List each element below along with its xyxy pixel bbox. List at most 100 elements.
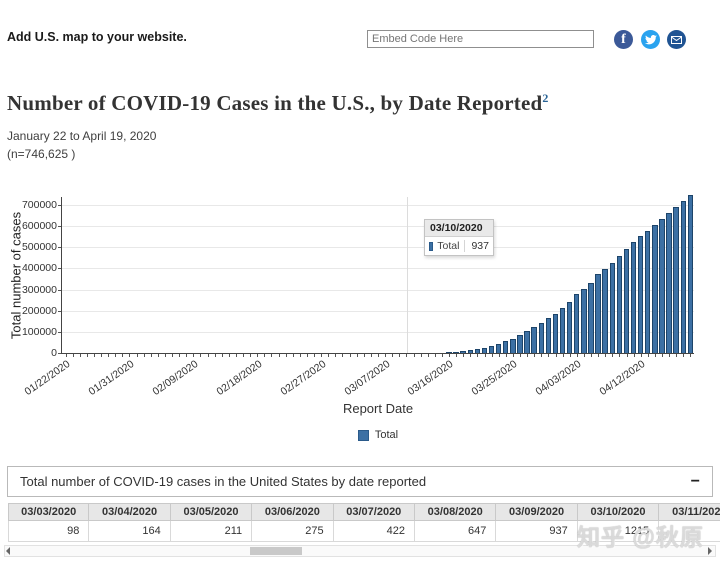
bar[interactable]: [503, 341, 509, 353]
y-tick-label: 300000: [21, 283, 57, 296]
x-tick-mark: [541, 354, 543, 357]
embed-code-input[interactable]: [367, 30, 594, 48]
x-tick-mark: [115, 354, 117, 357]
x-tick-mark: [228, 354, 230, 357]
y-tick-label: 0: [51, 347, 57, 359]
scrollbar-left-arrow-icon[interactable]: [6, 547, 10, 555]
table-accordion-header[interactable]: Total number of COVID-19 cases in the Un…: [7, 466, 713, 497]
bar[interactable]: [481, 347, 488, 353]
bar[interactable]: [588, 283, 594, 353]
bar[interactable]: [602, 269, 608, 353]
collapse-minus-icon[interactable]: −: [690, 472, 700, 490]
bar[interactable]: [559, 307, 566, 353]
facebook-icon[interactable]: f: [614, 30, 633, 49]
table-scrollbar-thumb[interactable]: [250, 547, 302, 555]
bar[interactable]: [581, 288, 587, 353]
watermark: 知乎 @秋原: [577, 524, 704, 550]
bar[interactable]: [538, 323, 544, 353]
bar[interactable]: [616, 255, 623, 353]
x-tick-mark: [427, 354, 429, 357]
table-value-cell: 937: [496, 521, 578, 542]
hover-crosshair-line: [407, 197, 408, 353]
bar[interactable]: [609, 262, 615, 353]
chart-legend[interactable]: Total: [62, 429, 694, 441]
x-tick-mark: [172, 354, 174, 357]
bar[interactable]: [552, 313, 559, 353]
email-icon[interactable]: [667, 30, 686, 49]
table-scrollbar-track[interactable]: [4, 545, 716, 557]
x-tick-mark: [619, 354, 621, 357]
x-tick-mark: [484, 354, 486, 357]
sample-size-label: (n=746,625 ): [7, 147, 76, 161]
bar[interactable]: [495, 343, 502, 353]
y-axis-line: [61, 197, 62, 354]
chart-tooltip: 03/10/2020 Total 937: [424, 219, 494, 256]
legend-swatch: [357, 429, 369, 441]
bar[interactable]: [574, 294, 580, 353]
bar[interactable]: [453, 351, 459, 353]
x-tick-mark: [306, 354, 308, 357]
y-tick-mark: [58, 247, 62, 249]
x-tick-mark: [669, 354, 671, 357]
bar[interactable]: [531, 327, 537, 353]
y-tick-mark: [58, 310, 62, 312]
bar[interactable]: [673, 206, 679, 353]
bar[interactable]: [630, 241, 637, 353]
x-tick-mark: [349, 354, 351, 357]
x-tick-mark: [235, 354, 237, 357]
x-tick-mark: [434, 354, 436, 357]
bar[interactable]: [474, 349, 481, 353]
x-tick-mark: [548, 354, 550, 357]
bar[interactable]: [687, 195, 694, 353]
x-tick-mark: [328, 354, 330, 357]
facebook-glyph: f: [621, 31, 626, 47]
y-tick-label: 700000: [21, 199, 57, 211]
bar[interactable]: [524, 331, 530, 353]
x-tick-mark: [555, 354, 557, 357]
bar[interactable]: [446, 352, 452, 354]
x-tick-mark: [385, 354, 387, 357]
x-tick-label: 03/25/2020: [469, 358, 520, 398]
bar[interactable]: [460, 350, 466, 353]
twitter-icon[interactable]: [641, 30, 660, 49]
bar[interactable]: [666, 213, 672, 353]
x-tick-mark: [193, 354, 195, 357]
x-tick-mark: [342, 354, 344, 357]
x-tick-mark: [470, 354, 472, 357]
accordion-label: Total number of COVID-19 cases in the Un…: [20, 474, 427, 489]
bar[interactable]: [652, 225, 658, 353]
x-tick-mark: [626, 354, 628, 357]
bar[interactable]: [510, 339, 516, 353]
x-tick-mark: [321, 354, 323, 357]
bar[interactable]: [623, 248, 630, 353]
x-tick-mark: [179, 354, 181, 357]
scrollbar-right-arrow-icon[interactable]: [708, 547, 712, 555]
bar[interactable]: [566, 302, 573, 353]
bar[interactable]: [595, 273, 601, 353]
y-tick-label: 100000: [21, 325, 57, 338]
gridline: [62, 205, 694, 206]
x-tick-mark: [605, 354, 607, 357]
x-tick-label: 01/22/2020: [22, 358, 73, 398]
bar[interactable]: [545, 318, 552, 353]
bar[interactable]: [659, 219, 665, 353]
bar[interactable]: [467, 349, 473, 353]
x-tick-mark: [257, 354, 259, 357]
bar[interactable]: [637, 235, 644, 353]
x-tick-mark: [136, 354, 138, 357]
x-tick-mark: [413, 354, 415, 357]
x-tick-label: 04/03/2020: [533, 358, 584, 398]
x-tick-label: 03/07/2020: [342, 358, 392, 398]
add-map-label: Add U.S. map to your website.: [7, 30, 187, 44]
bar[interactable]: [645, 230, 651, 353]
x-tick-mark: [527, 354, 529, 357]
x-tick-mark: [441, 354, 443, 357]
x-tick-mark: [207, 354, 209, 357]
bar[interactable]: [517, 334, 523, 353]
x-tick-mark: [456, 354, 458, 357]
x-tick-mark: [463, 354, 465, 357]
bar[interactable]: [488, 345, 495, 353]
bar[interactable]: [680, 201, 686, 353]
footnote-superscript[interactable]: 2: [542, 91, 549, 105]
x-tick-label: 03/16/2020: [405, 358, 456, 398]
